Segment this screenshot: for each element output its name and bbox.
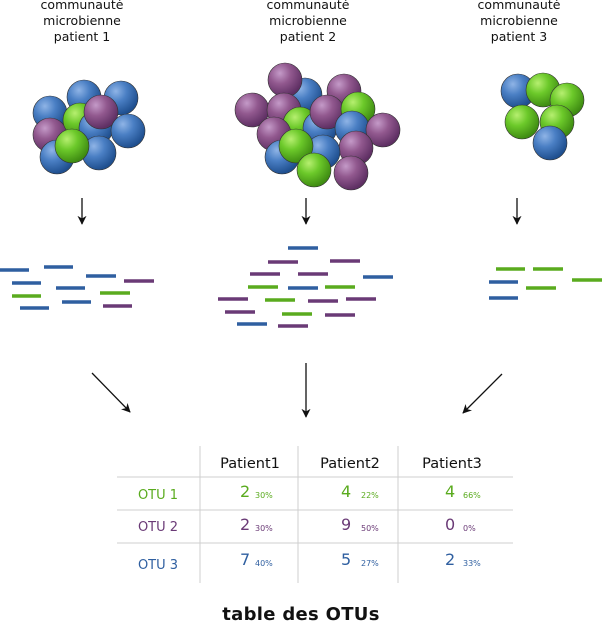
cell-count: 0 (445, 515, 455, 534)
cell-percent: 30% (255, 491, 273, 500)
cell-percent: 66% (463, 491, 481, 500)
patient-label-line: patient 2 (279, 29, 337, 44)
row-label-otu2: OTU 2 (138, 520, 178, 535)
patient-label-line: microbienne (269, 13, 347, 28)
cell-count: 2 (445, 550, 455, 569)
cell-count: 2 (240, 482, 250, 501)
patient-label-3: communauté microbienne patient 3 (459, 0, 579, 45)
patient-label-line: patient 1 (53, 29, 111, 44)
row-label-otu3: OTU 3 (138, 558, 178, 573)
reads-group-1 (0, 265, 154, 310)
cell-count: 4 (341, 482, 351, 501)
community-cluster-2 (234, 62, 401, 191)
patient-label-line: communauté (266, 0, 350, 12)
cell-percent: 40% (255, 559, 273, 568)
cell-percent: 0% (463, 524, 476, 533)
cell-count: 5 (341, 550, 351, 569)
patient-label-line: communauté (477, 0, 561, 12)
patient-label-2: communauté microbienne patient 2 (248, 0, 368, 45)
cell-percent: 30% (255, 524, 273, 533)
table-header-patient2: Patient2 (320, 456, 380, 472)
cell-percent: 27% (361, 559, 379, 568)
patient-label-line: microbienne (43, 13, 121, 28)
patient-label-1: communauté microbienne patient 1 (22, 0, 142, 45)
arrow-to-table-3 (462, 373, 503, 414)
cell-percent: 22% (361, 491, 379, 500)
cell-count: 4 (445, 482, 455, 501)
community-cluster-3 (500, 72, 585, 161)
cell-count: 2 (240, 515, 250, 534)
patient-label-line: communauté (40, 0, 124, 12)
reads-group-2 (218, 246, 393, 328)
arrow-to-table-1 (91, 372, 131, 413)
cell-count: 7 (240, 550, 250, 569)
table-header-patient1: Patient1 (220, 456, 280, 472)
patient-label-line: patient 3 (490, 29, 548, 44)
cell-percent: 50% (361, 524, 379, 533)
patient-label-line: microbienne (480, 13, 558, 28)
cell-percent: 33% (463, 559, 481, 568)
table-header-patient3: Patient3 (422, 456, 482, 472)
table-caption: table des OTUs (222, 604, 380, 625)
row-label-otu1: OTU 1 (138, 488, 178, 503)
cell-count: 9 (341, 515, 351, 534)
otu-table: Patient1 Patient2 Patient3 OTU 1 2 30% 4… (117, 446, 513, 583)
reads-group-3 (489, 267, 602, 300)
community-cluster-1 (32, 79, 146, 175)
